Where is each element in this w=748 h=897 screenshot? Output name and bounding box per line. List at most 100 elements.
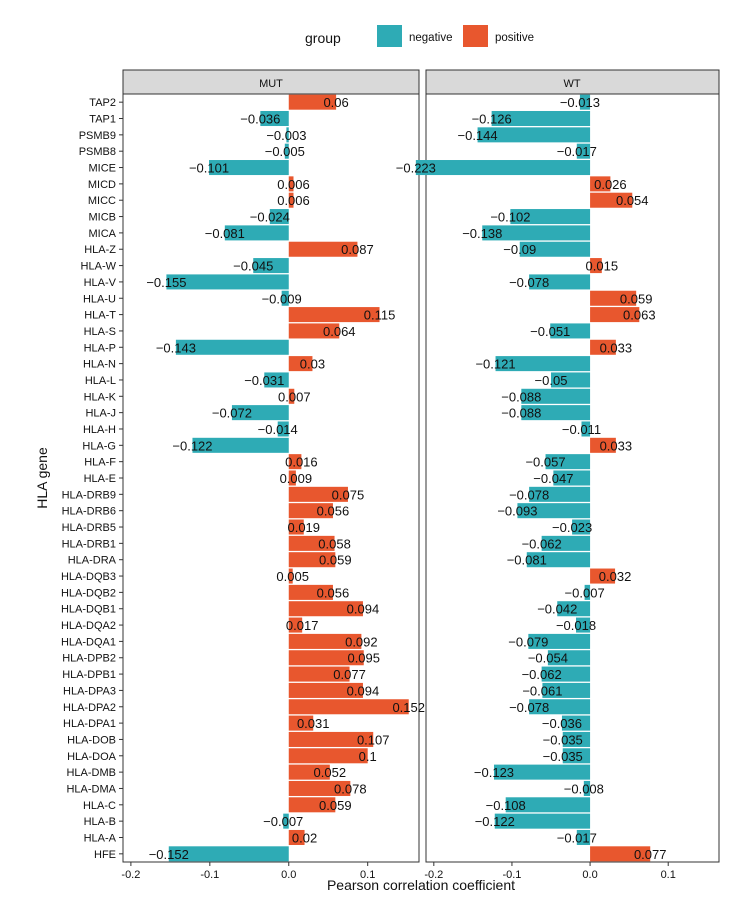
bar-wt-hla-n (495, 356, 591, 372)
y-tick-label-micc: MICC (88, 195, 116, 207)
value-label-wt-hla-k: −0.088 (501, 389, 541, 404)
value-label-wt-hla-dqa2: −0.018 (556, 618, 596, 633)
bar-wt-hla-dqb1 (557, 601, 591, 617)
bar-wt-tap1 (491, 110, 591, 127)
value-label-mut-hla-dqa2: 0.017 (286, 618, 319, 633)
panel-wt: WT −0.013−0.126−0.144−0.017−0.2230.0260.… (396, 69, 720, 881)
bar-mut-hla-dpb1 (288, 666, 350, 682)
bar-wt-hla-dma (583, 780, 591, 796)
x-tick-label: 0.1 (661, 869, 676, 881)
value-label-mut-hla-dmb: 0.052 (314, 765, 347, 780)
value-label-mut-hla-doa: 0.1 (359, 749, 377, 764)
bar-wt-hla-dqb3 (590, 568, 616, 584)
bar-mut-hla-a (288, 829, 305, 845)
bar-wt-micd (590, 176, 611, 192)
value-label-wt-hla-dqb2: −0.007 (565, 585, 605, 600)
value-label-mut-hla-p: −0.143 (156, 340, 196, 355)
value-label-wt-hla-f: −0.057 (525, 455, 565, 470)
bar-mut-tap2 (288, 94, 337, 110)
value-label-mut-hla-drb5: 0.019 (287, 520, 320, 535)
bar-mut-hla-dpa2 (288, 699, 409, 715)
value-label-wt-hla-g: 0.033 (600, 438, 633, 453)
value-label-mut-hla-k: 0.007 (278, 389, 311, 404)
bar-wt-hla-drb6 (517, 503, 591, 519)
y-tick-label-hla-dmb: HLA-DMB (66, 767, 116, 779)
y-tick-label-hfe: HFE (94, 849, 116, 861)
bar-mut-micb (269, 209, 289, 225)
bar-wt-hla-dra (526, 552, 591, 568)
value-label-mut-hla-dpa3: 0.094 (347, 683, 380, 698)
bar-mut-hla-p (175, 339, 289, 355)
y-tick-label-hla-n: HLA-N (83, 359, 116, 371)
bar-mut-hla-z (288, 241, 358, 257)
y-tick-label-hla-h: HLA-H (83, 424, 116, 436)
y-tick-label-mica: MICA (89, 228, 117, 240)
y-tick-label-hla-dqb2: HLA-DQB2 (61, 587, 116, 599)
value-label-wt-hla-dpa3: −0.061 (522, 683, 562, 698)
value-label-wt-hla-a: −0.017 (557, 830, 597, 845)
value-label-wt-tap1: −0.126 (472, 112, 512, 127)
value-label-wt-hla-n: −0.121 (475, 357, 515, 372)
value-label-wt-micd: 0.026 (594, 177, 627, 192)
bar-wt-hla-z (519, 241, 591, 257)
y-tick-label-hla-a: HLA-A (84, 832, 117, 844)
bar-mut-hla-dpa1 (288, 715, 314, 731)
y-axis-title: HLA gene (34, 447, 50, 509)
value-label-mut-hla-dra: 0.059 (319, 553, 352, 568)
value-label-mut-hla-w: −0.045 (233, 259, 273, 274)
value-label-wt-hla-v: −0.078 (509, 275, 549, 290)
bar-wt-hla-drb5 (572, 519, 591, 535)
y-tick-label-hla-dob: HLA-DOB (67, 734, 116, 746)
value-label-wt-hla-dpa1: −0.036 (542, 716, 582, 731)
value-label-mut-hla-g: −0.122 (172, 438, 212, 453)
y-tick-label-hla-dqb3: HLA-DQB3 (61, 571, 116, 583)
value-label-mut-hla-dma: 0.078 (334, 781, 367, 796)
x-tick-label: -0.2 (121, 869, 140, 881)
legend-swatch-positive (463, 25, 488, 47)
bar-wt-hla-dqa1 (528, 633, 591, 649)
bar-wt-hla-j (521, 405, 591, 421)
bar-mut-hla-w (253, 258, 289, 274)
value-label-wt-micb: −0.102 (490, 210, 530, 225)
y-axis-gene-labels: TAP2 TAP1 PSMB9 PSMB8 MICE MICD MICC MICB MICA HL… (61, 97, 123, 861)
value-label-mut-hla-h: −0.014 (258, 422, 298, 437)
bar-mut-hla-u (281, 290, 289, 306)
bar-wt-hla-dqa2 (576, 617, 591, 633)
panel-mut: MUT 0.06−0.036−0.003−0.005−0.1010.0060.0… (121, 69, 425, 881)
value-label-wt-psmb8: −0.017 (557, 144, 597, 159)
value-label-mut-psmb9: −0.003 (266, 128, 306, 143)
y-tick-label-micb: MICB (89, 212, 117, 224)
value-label-mut-micd: 0.006 (277, 177, 310, 192)
bar-wt-hla-u (590, 290, 637, 306)
x-tick-label: 0.0 (582, 869, 597, 881)
bar-mut-hla-drb1 (288, 535, 335, 551)
bar-mut-hla-dmb (288, 764, 330, 780)
value-label-mut-hla-j: −0.072 (212, 406, 252, 421)
bar-mut-hla-dqa1 (288, 633, 362, 649)
bar-mut-hla-dob (288, 731, 374, 747)
bar-mut-hla-h (277, 421, 289, 437)
y-tick-label-hla-dqa1: HLA-DQA1 (61, 636, 116, 648)
bar-mut-hla-dma (288, 780, 351, 796)
value-label-wt-hla-dob: −0.035 (543, 732, 583, 747)
value-label-mut-hla-e: 0.009 (280, 471, 313, 486)
y-tick-label-psmb9: PSMB9 (79, 130, 116, 142)
value-label-mut-mice: −0.101 (189, 161, 229, 176)
x-tick-label: 0.1 (360, 869, 375, 881)
bar-wt-hla-dob (562, 731, 591, 747)
y-tick-label-psmb8: PSMB8 (79, 146, 116, 158)
bar-wt-hla-dpa3 (542, 682, 591, 698)
bar-mut-hla-drb5 (288, 519, 304, 535)
y-tick-label-tap1: TAP1 (89, 114, 116, 126)
value-label-mut-hla-dpb2: 0.095 (347, 651, 380, 666)
bar-wt-psmb8 (576, 143, 591, 159)
bar-mut-micd (288, 176, 294, 192)
bar-mut-hla-s (288, 323, 340, 339)
value-label-mut-hla-drb1: 0.058 (318, 536, 351, 551)
bar-mut-hla-n (288, 356, 313, 372)
y-tick-label-hla-dra: HLA-DRA (68, 555, 117, 567)
value-label-wt-micc: 0.054 (616, 193, 649, 208)
value-label-mut-hla-z: 0.087 (341, 242, 374, 257)
value-label-mut-hla-v: −0.155 (146, 275, 186, 290)
y-tick-label-hla-s: HLA-S (84, 326, 116, 338)
